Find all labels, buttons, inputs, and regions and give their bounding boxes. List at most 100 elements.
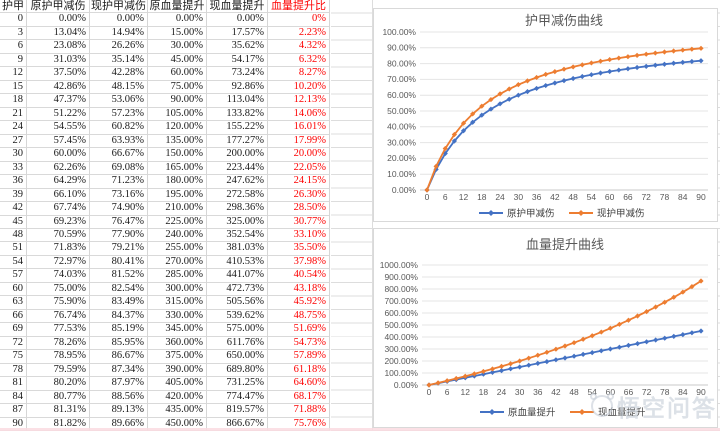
table-cell[interactable]: 16.01% bbox=[268, 121, 330, 135]
table-cell[interactable]: 51.22% bbox=[27, 107, 90, 122]
table-cell[interactable]: 26.26% bbox=[90, 40, 148, 54]
table-cell[interactable]: 66.10% bbox=[27, 188, 90, 203]
table-cell[interactable]: 85.19% bbox=[90, 323, 148, 337]
table-cell[interactable]: 0% bbox=[268, 13, 330, 27]
table-cell[interactable]: 4.32% bbox=[268, 40, 330, 54]
table-cell[interactable]: 72 bbox=[0, 336, 27, 351]
table-cell[interactable]: 210.00% bbox=[148, 202, 207, 216]
table-cell[interactable]: 247.62% bbox=[207, 175, 268, 189]
table-cell[interactable]: 84.37% bbox=[90, 309, 148, 324]
table-cell[interactable]: 6 bbox=[0, 40, 27, 54]
table-cell[interactable]: 2.23% bbox=[268, 26, 330, 41]
table-cell[interactable]: 60.00% bbox=[27, 148, 90, 162]
table-cell[interactable]: 79.59% bbox=[27, 363, 90, 378]
table-cell[interactable]: 539.62% bbox=[207, 309, 268, 324]
table-cell[interactable]: 360.00% bbox=[148, 336, 207, 351]
table-cell[interactable]: 82.54% bbox=[90, 282, 148, 297]
table-cell[interactable]: 0.00% bbox=[27, 13, 90, 27]
table-cell[interactable]: 57.23% bbox=[90, 107, 148, 122]
table-cell[interactable]: 0 bbox=[0, 13, 27, 27]
table-cell[interactable]: 0.00% bbox=[90, 13, 148, 27]
table-cell[interactable]: 73.24% bbox=[207, 67, 268, 81]
table-cell[interactable]: 15 bbox=[0, 80, 27, 95]
table-cell[interactable]: 66.67% bbox=[90, 148, 148, 162]
table-cell[interactable]: 272.58% bbox=[207, 188, 268, 203]
table-cell[interactable]: 200.00% bbox=[207, 148, 268, 162]
table-cell[interactable]: 27 bbox=[0, 134, 27, 149]
table-cell[interactable]: 0.00% bbox=[148, 13, 207, 27]
table-cell[interactable]: 505.56% bbox=[207, 296, 268, 310]
table-cell[interactable]: 17.57% bbox=[207, 26, 268, 41]
table-cell[interactable]: 20.00% bbox=[268, 148, 330, 162]
table-cell[interactable]: 39 bbox=[0, 188, 27, 203]
table-cell[interactable]: 330.00% bbox=[148, 309, 207, 324]
table-cell[interactable]: 12 bbox=[0, 67, 27, 81]
table-cell[interactable]: 73.16% bbox=[90, 188, 148, 203]
table-cell[interactable]: 774.47% bbox=[207, 390, 268, 405]
table-cell[interactable]: 31.03% bbox=[27, 53, 90, 68]
table-cell[interactable]: 57.89% bbox=[268, 350, 330, 364]
table-cell[interactable]: 48 bbox=[0, 228, 27, 243]
table-cell[interactable]: 390.00% bbox=[148, 363, 207, 378]
table-cell[interactable]: 81 bbox=[0, 377, 27, 391]
table-cell[interactable]: 120.00% bbox=[148, 121, 207, 135]
table-cell[interactable]: 28.50% bbox=[268, 202, 330, 216]
table-cell[interactable]: 77.53% bbox=[27, 323, 90, 337]
table-cell[interactable]: 75.00% bbox=[27, 282, 90, 297]
table-cell[interactable]: 285.00% bbox=[148, 269, 207, 283]
table-cell[interactable]: 37.50% bbox=[27, 67, 90, 81]
table-cell[interactable]: 15.00% bbox=[148, 26, 207, 41]
table-cell[interactable]: 87.97% bbox=[90, 377, 148, 391]
table-cell[interactable]: 35.62% bbox=[207, 40, 268, 54]
hp-increase-chart[interactable]: 0.00% 100.00% 200.00% 300.00% 400.00% 500.00%… bbox=[373, 228, 718, 428]
table-cell[interactable]: 42.28% bbox=[90, 67, 148, 81]
table-cell[interactable]: 731.25% bbox=[207, 377, 268, 391]
table-cell[interactable]: 33 bbox=[0, 161, 27, 176]
table-cell[interactable]: 75.90% bbox=[27, 296, 90, 310]
legend-label[interactable]: 原血量提升 bbox=[508, 407, 556, 419]
table-cell[interactable]: 57.45% bbox=[27, 134, 90, 149]
table-cell[interactable]: 63 bbox=[0, 296, 27, 310]
table-cell[interactable]: 63.93% bbox=[90, 134, 148, 149]
table-cell[interactable]: 14.94% bbox=[90, 26, 148, 41]
table-cell[interactable]: 225.00% bbox=[148, 215, 207, 229]
table-cell[interactable]: 45.00% bbox=[148, 53, 207, 68]
table-cell[interactable]: 37.98% bbox=[268, 255, 330, 270]
table-cell[interactable]: 76.47% bbox=[90, 215, 148, 229]
table-cell[interactable]: 12.13% bbox=[268, 94, 330, 108]
table-cell[interactable]: 42.86% bbox=[27, 80, 90, 95]
table-cell[interactable]: 81.52% bbox=[90, 269, 148, 283]
table-cell[interactable]: 21 bbox=[0, 107, 27, 122]
table-cell[interactable]: 13.04% bbox=[27, 26, 90, 41]
table-cell[interactable]: 575.00% bbox=[207, 323, 268, 337]
table-cell[interactable]: 611.76% bbox=[207, 336, 268, 351]
table-cell[interactable]: 80.77% bbox=[27, 390, 90, 405]
table-cell[interactable]: 67.74% bbox=[27, 202, 90, 216]
table-cell[interactable]: 42 bbox=[0, 202, 27, 216]
table-cell[interactable]: 35.14% bbox=[90, 53, 148, 68]
table-cell[interactable]: 74.90% bbox=[90, 202, 148, 216]
table-cell[interactable]: 155.22% bbox=[207, 121, 268, 135]
table-cell[interactable]: 352.54% bbox=[207, 228, 268, 243]
table-cell[interactable]: 78 bbox=[0, 363, 27, 378]
table-cell[interactable]: 64.29% bbox=[27, 175, 90, 189]
table-cell[interactable]: 66 bbox=[0, 309, 27, 324]
table-cell[interactable]: 165.00% bbox=[148, 161, 207, 176]
table-cell[interactable]: 77.90% bbox=[90, 228, 148, 243]
table-cell[interactable]: 88.56% bbox=[90, 390, 148, 405]
table-cell[interactable]: 53.06% bbox=[90, 94, 148, 108]
table-cell[interactable]: 420.00% bbox=[148, 390, 207, 405]
table-cell[interactable]: 24 bbox=[0, 121, 27, 135]
table-cell[interactable]: 381.03% bbox=[207, 242, 268, 256]
table-cell[interactable]: 43.18% bbox=[268, 282, 330, 297]
table-cell[interactable]: 150.00% bbox=[148, 148, 207, 162]
table-cell[interactable]: 51.69% bbox=[268, 323, 330, 337]
table-cell[interactable]: 3 bbox=[0, 26, 27, 41]
table-cell[interactable]: 180.00% bbox=[148, 175, 207, 189]
table-cell[interactable]: 22.05% bbox=[268, 161, 330, 176]
table-cell[interactable]: 80.20% bbox=[27, 377, 90, 391]
table-cell[interactable]: 345.00% bbox=[148, 323, 207, 337]
table-cell[interactable]: 64.60% bbox=[268, 377, 330, 391]
table-cell[interactable]: 75 bbox=[0, 350, 27, 364]
table-cell[interactable]: 30.00% bbox=[148, 40, 207, 54]
